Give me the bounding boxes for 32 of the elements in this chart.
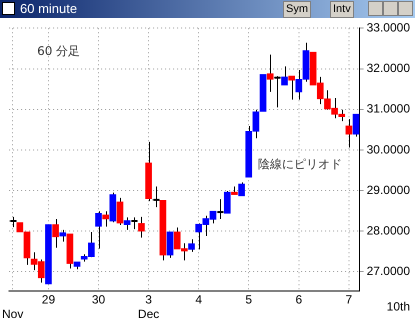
x-tick-label: Nov <box>2 307 24 322</box>
text: Intv <box>330 1 354 18</box>
annotation: 陰線にピリオド <box>258 157 342 172</box>
candlestick <box>238 182 245 196</box>
candlestick <box>95 210 102 250</box>
annotation: 60 分足 <box>37 44 80 58</box>
x-tick-label: 5 <box>245 292 252 307</box>
y-tick-label: 31.0000 <box>366 102 410 116</box>
y-tick-label: 32.0000 <box>366 61 410 76</box>
candlestick <box>52 218 59 248</box>
x-tick-label: 7 <box>346 292 353 307</box>
candlestick <box>59 229 66 242</box>
x-tick-label: 3 Dec <box>138 292 160 322</box>
candlestick <box>166 231 174 258</box>
x-tick-label: 29 <box>42 292 56 307</box>
chart-title: 60 minute <box>20 0 78 18</box>
candlestick <box>138 216 145 238</box>
y-tick-label: 30.0000 <box>366 142 410 156</box>
candlestick <box>288 76 295 100</box>
candlestick <box>102 210 109 228</box>
x-tick-label: 6 <box>295 292 302 307</box>
text: 10th <box>386 300 410 314</box>
candlestick <box>116 197 124 226</box>
y-tick-label: 33.0000 <box>366 20 410 35</box>
candlestick <box>346 118 352 148</box>
y-tick-label: 29.0000 <box>366 182 410 197</box>
x-tick-label: 4 <box>195 292 202 307</box>
y-tick-label: 27.0000 <box>366 264 410 278</box>
x-tick-label: 30 <box>92 292 106 307</box>
y-tick-label: 28.0000 <box>366 223 410 238</box>
text: Sym <box>283 1 311 18</box>
candlestick <box>188 238 195 252</box>
